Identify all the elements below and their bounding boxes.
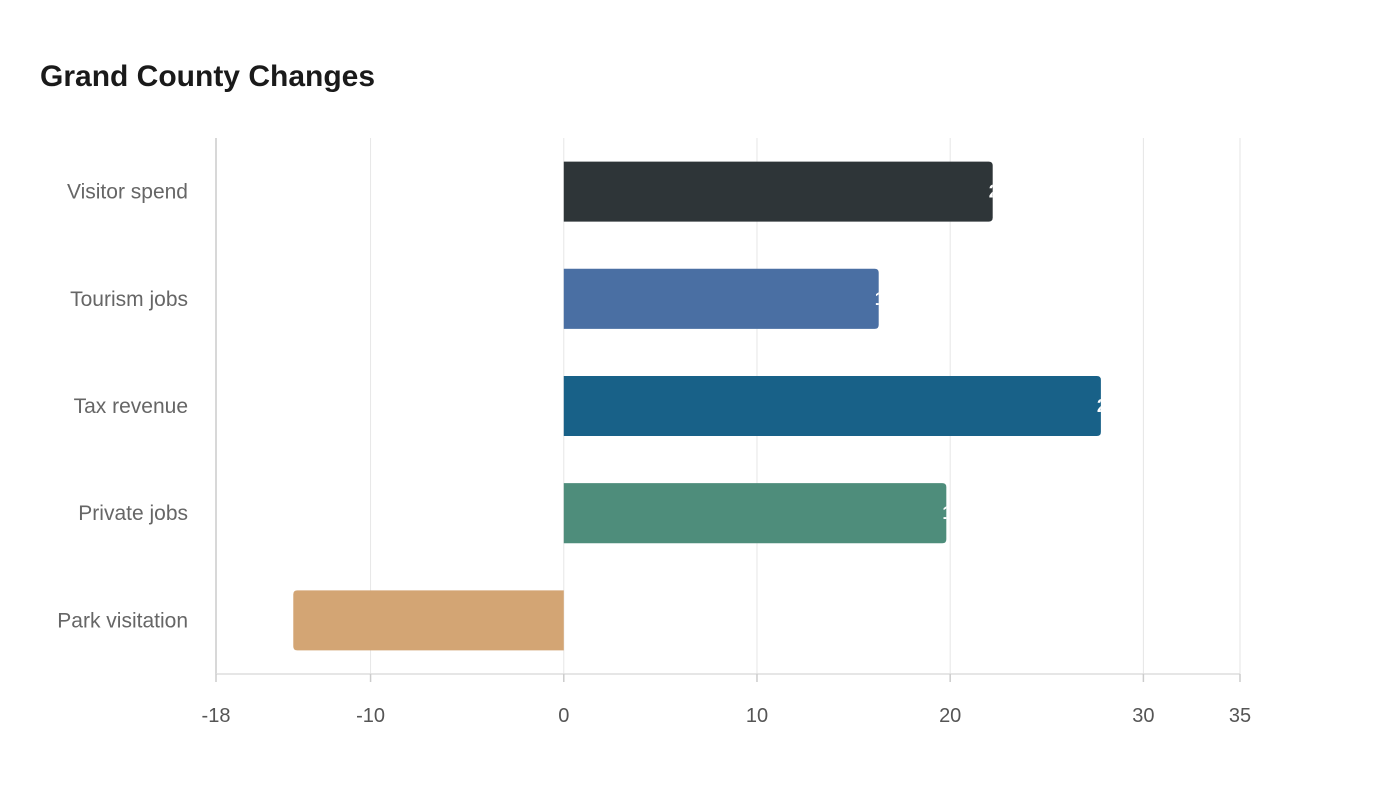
category-label: Tax revenue	[74, 395, 188, 418]
x-tick-label: -10	[356, 705, 385, 727]
x-tick-label: 20	[939, 705, 961, 727]
chart-title: Grand County Changes	[40, 60, 376, 93]
category-label: Visitor spend	[67, 181, 188, 204]
category-label: Private jobs	[78, 502, 188, 525]
bar	[563, 375, 1101, 437]
x-tick-label: 10	[746, 705, 768, 727]
bar-value-label: 19.8	[942, 503, 977, 523]
x-tick-label: 30	[1132, 705, 1154, 727]
bar-value-label: -14	[568, 610, 594, 630]
bar	[563, 483, 947, 544]
x-tick-label: 0	[558, 705, 569, 727]
category-label: Tourism jobs	[70, 288, 188, 311]
x-tick-label: -18	[202, 705, 231, 727]
bar-value-label: 22.2	[989, 182, 1024, 202]
bar	[563, 268, 879, 329]
x-tick-label: 35	[1229, 705, 1251, 727]
bar	[293, 590, 564, 651]
bar-value-label: 16.3	[875, 289, 910, 309]
bar-value-label: 27.8	[1097, 396, 1132, 416]
category-label: Park visitation	[57, 609, 188, 632]
bar	[563, 161, 993, 222]
